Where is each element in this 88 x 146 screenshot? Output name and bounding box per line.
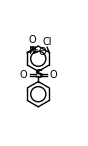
Text: O: O (20, 70, 27, 80)
Text: O: O (49, 70, 57, 80)
Text: −: − (38, 46, 44, 55)
Text: +: + (32, 45, 38, 54)
Text: Cl: Cl (42, 37, 52, 47)
Text: S: S (34, 68, 43, 81)
Text: O: O (29, 35, 37, 45)
Text: N: N (29, 46, 36, 57)
Text: O: O (38, 47, 46, 57)
